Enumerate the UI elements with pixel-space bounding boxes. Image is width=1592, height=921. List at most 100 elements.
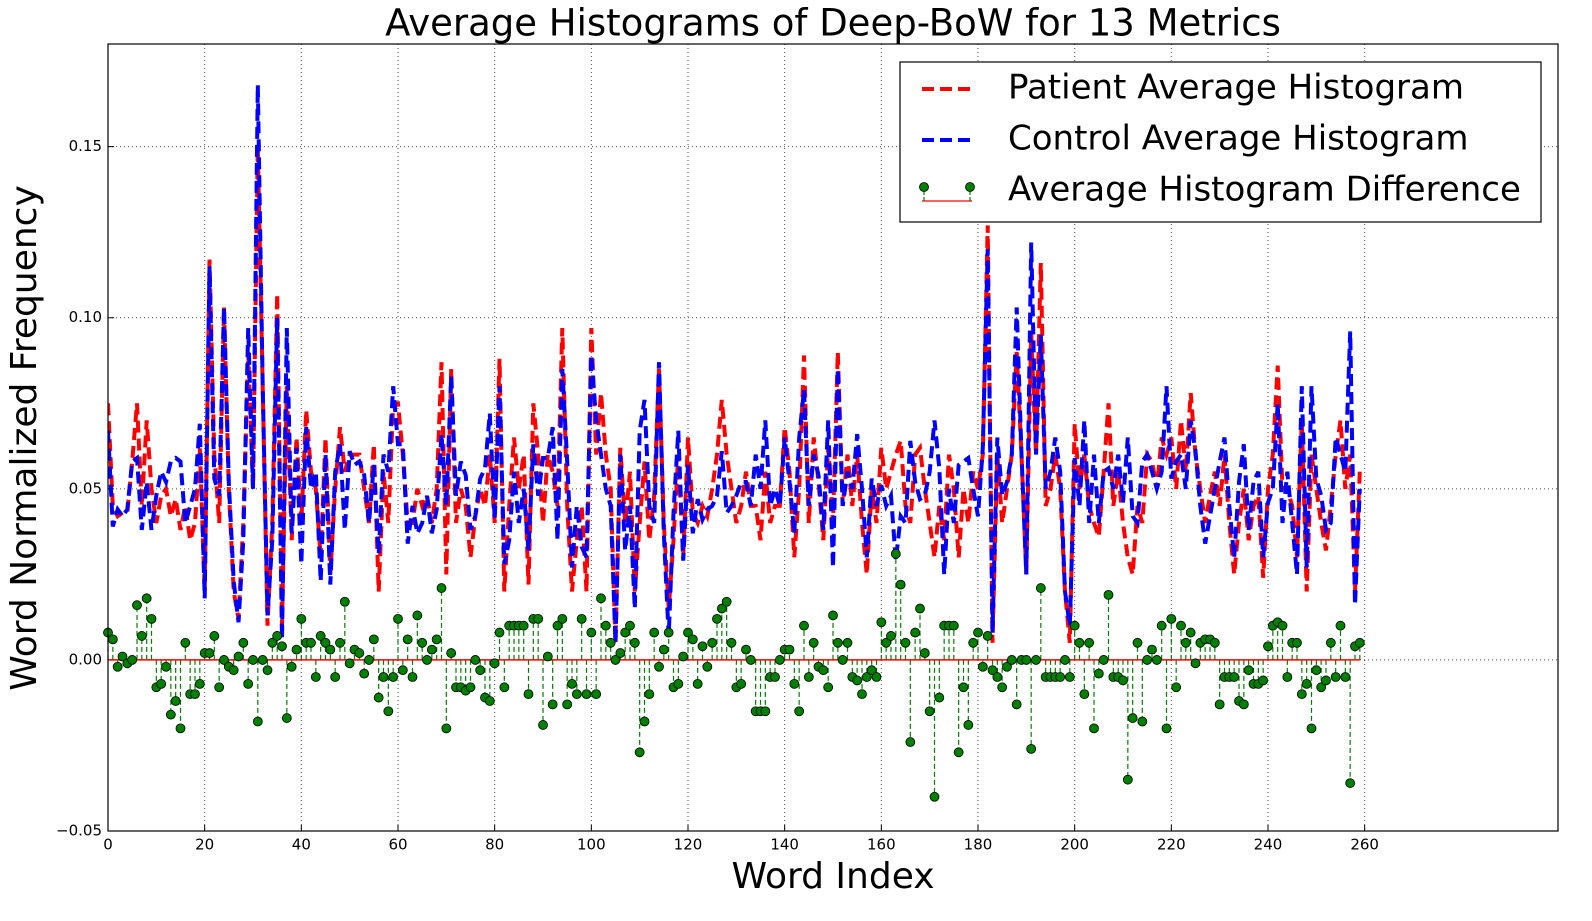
stem-marker <box>518 620 529 631</box>
stem-marker <box>1171 682 1182 693</box>
stem-marker <box>644 689 655 700</box>
stem-marker <box>789 678 800 689</box>
y-tick-label: 0.15 <box>69 137 102 155</box>
stem-marker <box>1021 655 1032 665</box>
stem-marker <box>557 613 568 624</box>
stem-marker <box>354 648 365 658</box>
stem-marker <box>712 613 722 624</box>
stem-marker <box>852 675 863 686</box>
stem-marker <box>388 672 399 682</box>
stem-marker <box>600 620 611 631</box>
stem-marker <box>272 631 283 641</box>
stem-marker <box>832 637 843 648</box>
stem-marker <box>165 709 176 720</box>
stem-marker <box>238 637 249 648</box>
x-tick-label: 60 <box>388 836 407 854</box>
stem-marker <box>1147 644 1157 655</box>
stem-marker <box>373 692 384 703</box>
stem-marker <box>1277 620 1288 631</box>
legend-label: Patient Average Histogram <box>1008 68 1464 108</box>
stem-marker <box>219 655 229 665</box>
stem-marker <box>1185 627 1196 638</box>
stem-marker <box>654 661 664 672</box>
stem-marker <box>286 661 297 672</box>
stem-marker <box>1060 655 1070 665</box>
x-tick-label: 260 <box>1350 836 1379 854</box>
stem-marker <box>1166 613 1177 624</box>
stem-marker <box>963 720 974 730</box>
stem-marker <box>1035 583 1046 593</box>
stem-marker <box>475 665 486 676</box>
stem-marker <box>948 620 959 631</box>
stem-marker <box>194 678 205 689</box>
x-tick-label: 0 <box>103 836 113 854</box>
stem-marker <box>857 689 867 700</box>
y-tick-label: 0.05 <box>69 479 102 497</box>
stem-marker <box>586 627 597 638</box>
stem-marker <box>1151 655 1162 665</box>
stem-marker <box>248 655 258 665</box>
x-tick-label: 200 <box>1060 836 1089 854</box>
stem-marker <box>910 627 921 638</box>
stem-marker <box>542 651 553 662</box>
stem-marker <box>296 613 307 624</box>
stem-marker <box>547 699 558 710</box>
stem-marker <box>866 665 877 676</box>
x-tick-label: 40 <box>292 836 311 854</box>
stem-marker <box>842 637 853 648</box>
stem-marker <box>243 678 254 689</box>
stem-marker <box>127 655 138 665</box>
stem-marker <box>610 655 621 665</box>
stem-marker <box>436 583 447 593</box>
stem-marker <box>1306 723 1317 734</box>
stem-marker <box>968 637 979 648</box>
stem-marker <box>745 655 756 665</box>
stem-marker <box>634 747 645 758</box>
stem-marker <box>997 682 1008 693</box>
stem-marker <box>499 682 510 693</box>
stem-marker <box>741 644 751 655</box>
stem-marker <box>383 706 394 717</box>
stem-marker <box>905 737 916 747</box>
stem-marker <box>1127 713 1138 723</box>
stem-marker <box>929 791 940 802</box>
stem-marker <box>953 747 964 758</box>
stem-marker <box>1321 675 1331 686</box>
stem-marker <box>702 661 713 672</box>
stem-marker <box>533 613 544 624</box>
stem-marker <box>567 678 577 689</box>
x-tick-label: 120 <box>674 836 703 854</box>
stem-marker <box>281 713 292 723</box>
stem-marker <box>823 682 834 693</box>
stem-marker <box>489 658 500 669</box>
legend-label: Control Average Histogram <box>1008 119 1469 159</box>
stem-marker <box>233 651 244 662</box>
stem-marker <box>992 672 1003 682</box>
y-axis-label: Word Normalized Frequency <box>4 185 45 691</box>
stem-marker <box>1122 774 1133 785</box>
stem-marker <box>1084 637 1095 648</box>
stem-marker <box>446 648 457 658</box>
stem-marker <box>1340 672 1351 682</box>
stem-marker <box>915 603 925 614</box>
stem-marker <box>1316 682 1327 693</box>
stem-marker <box>649 627 660 638</box>
stem-marker <box>837 655 848 665</box>
stem-marker <box>1243 665 1254 676</box>
stem-marker <box>736 678 747 689</box>
stem-marker <box>958 682 969 693</box>
stem-marker <box>1345 778 1356 788</box>
stem-marker <box>973 627 983 638</box>
stem-marker <box>977 661 988 672</box>
stem-marker <box>291 644 302 655</box>
stem-marker <box>1142 655 1153 665</box>
stem-marker <box>1258 675 1269 686</box>
stem-marker <box>987 665 998 676</box>
stem-marker <box>359 668 370 679</box>
stem-marker <box>1064 672 1075 682</box>
stem-marker <box>204 648 215 658</box>
stem-marker <box>1002 661 1012 672</box>
stem-marker <box>615 648 626 658</box>
stem-marker <box>770 672 780 682</box>
stem-marker <box>422 655 432 665</box>
